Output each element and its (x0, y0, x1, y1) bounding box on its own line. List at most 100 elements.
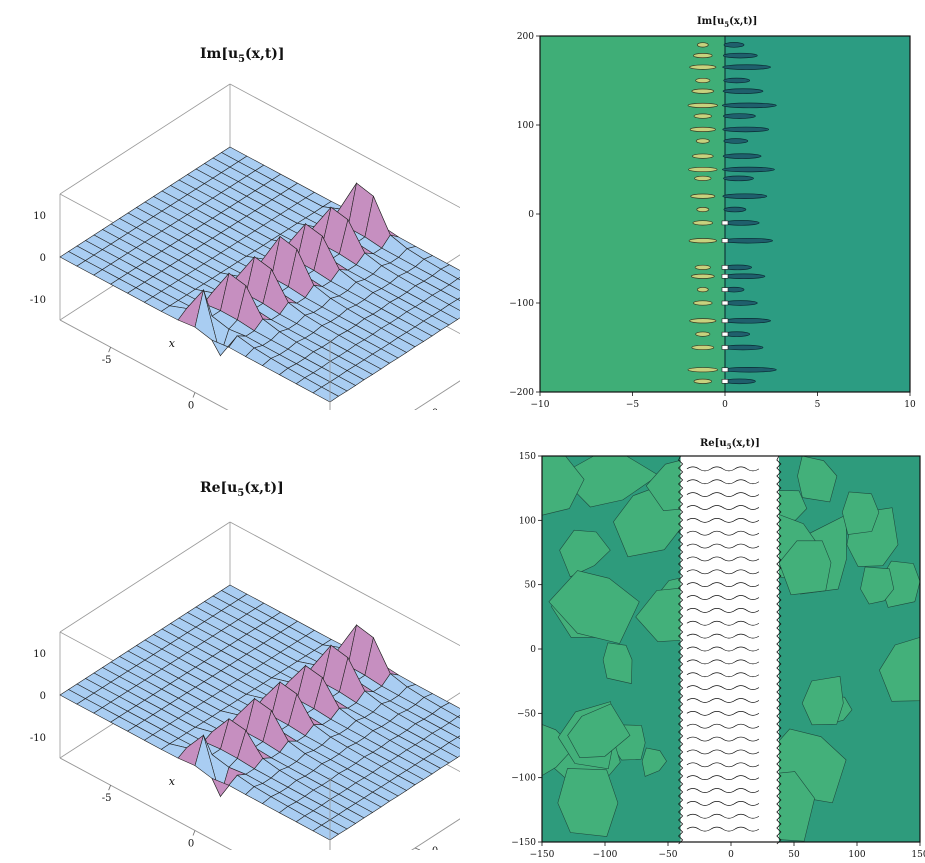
band-contour-line (686, 749, 760, 755)
y-tick-label: 50 (525, 581, 537, 591)
contour-stripe-left (692, 220, 714, 226)
contour-white-cell (721, 379, 729, 384)
surface-cell (457, 735, 460, 740)
y-tick-label: −100 (511, 774, 536, 784)
contour-stripe-left (694, 264, 711, 270)
y-tick-label: 100 (519, 516, 536, 526)
contour-stripe-left (695, 138, 710, 144)
band-contour-line (686, 582, 760, 588)
contour-patch (557, 768, 619, 837)
contour-stripe-left (692, 153, 714, 159)
band-contour-line (686, 685, 760, 690)
contour-white-cell (721, 273, 729, 279)
band-contour-line (686, 723, 760, 729)
t-tick-label: 0 (432, 408, 438, 410)
contour-stripe-left (689, 64, 717, 70)
contour-stripe-left (690, 193, 716, 199)
contour-stripe-right (722, 273, 766, 280)
contour-stripe-left (695, 77, 711, 84)
x-tick-label: −5 (626, 400, 640, 410)
contour-stripe-left (688, 166, 718, 173)
z-tick-label: -10 (30, 295, 46, 306)
band-contour-line (686, 762, 760, 768)
x-tick-label: −100 (593, 850, 618, 860)
contour-white-cell (721, 345, 729, 350)
re-surface-title: Re[u5(x,t)] (200, 480, 284, 499)
x-axis-label: x (169, 775, 176, 788)
box-edge (59, 521, 231, 633)
x-tick-label: 150 (911, 850, 925, 860)
band-contour-line (686, 608, 760, 613)
x-tick-label: 10 (904, 400, 916, 410)
contour-stripe-left (693, 113, 712, 119)
contour-stripe-right (723, 77, 751, 84)
band-edge-left (678, 455, 684, 845)
band-contour-line (686, 620, 760, 626)
x-tick-label: 0 (188, 839, 194, 850)
x-tick-label: −50 (659, 850, 678, 860)
x-tick-label: 0 (722, 400, 728, 410)
y-tick-label: −50 (517, 709, 536, 719)
contour-patch (801, 675, 844, 726)
contour-stripe-left (691, 344, 715, 351)
y-tick-label: 100 (517, 121, 534, 131)
band-contour-line (686, 775, 760, 781)
contour-stripe-right (723, 206, 747, 213)
x-tick-mark (192, 830, 196, 836)
contour-stripe-right (723, 175, 754, 182)
y-tick-label: −100 (509, 299, 534, 309)
im-contour-panel: Im[u5(x,t)] −10 −5 0 5 10 −200 −100 0 100 200 (505, 10, 925, 410)
x-tick-mark (192, 392, 196, 398)
y-tick-label: −200 (509, 388, 534, 398)
band-contour-line (686, 646, 760, 652)
contour-stripe-right (722, 237, 773, 244)
x-tick-label: -5 (102, 793, 112, 804)
band-contour-line (686, 788, 760, 793)
band-contour-line (686, 633, 760, 639)
contour-stripe-right (722, 166, 775, 173)
im-contour-title: Im[u5(x,t)] (697, 16, 758, 29)
im-surface-panel: Im[u5(x,t)] 100-10-505x200-20t (0, 0, 460, 410)
band-contour-line (686, 736, 760, 742)
y-tick-label: 200 (517, 32, 534, 42)
band-contour-line (686, 710, 760, 716)
band-contour-line (686, 517, 760, 523)
band-contour-line (686, 595, 760, 600)
z-tick-label: -10 (30, 733, 46, 744)
contour-stripe-right (722, 300, 758, 306)
box-edge (229, 83, 460, 208)
contour-stripe-left (695, 331, 711, 337)
contour-patch (778, 540, 832, 596)
re-surface-plot: 100-10-505x200-20t (30, 521, 460, 850)
re-surface-panel: Re[u5(x,t)] 100-10-505x200-20t (0, 440, 460, 850)
x-tick-label: −150 (530, 850, 555, 860)
x-tick-mark (108, 347, 111, 353)
contour-white-cell (721, 265, 729, 270)
x-tick-label: 50 (788, 850, 800, 860)
contour-patch (548, 570, 640, 644)
y-tick-label: 150 (519, 452, 536, 462)
contour-patch (602, 642, 633, 684)
y-tick-label: 0 (528, 210, 534, 220)
contour-stripe-right (722, 88, 764, 94)
im-surface-plot: 100-10-505x200-20t (30, 83, 460, 410)
surface-cell (457, 297, 460, 302)
x-tick-label: 0 (728, 850, 734, 860)
contour-stripe-left (696, 42, 709, 48)
t-tick-mark (414, 847, 421, 850)
contour-white-cell (721, 318, 729, 324)
band-contour-line (686, 505, 760, 510)
contour-patch (559, 529, 611, 578)
band-edge-right (776, 455, 782, 845)
contour-stripe-right (721, 367, 777, 373)
box-edge (229, 521, 460, 646)
contour-white-cell (721, 238, 729, 243)
z-tick-label: 0 (40, 253, 46, 264)
band-contour-line (686, 569, 760, 575)
band-contour-line (686, 659, 760, 665)
contour-stripe-left (696, 287, 709, 293)
contour-stripe-right (723, 113, 756, 119)
im-surface-title: Im[u5(x,t)] (200, 46, 285, 65)
y-tick-label: 0 (530, 645, 536, 655)
contour-white-cell (721, 300, 729, 306)
